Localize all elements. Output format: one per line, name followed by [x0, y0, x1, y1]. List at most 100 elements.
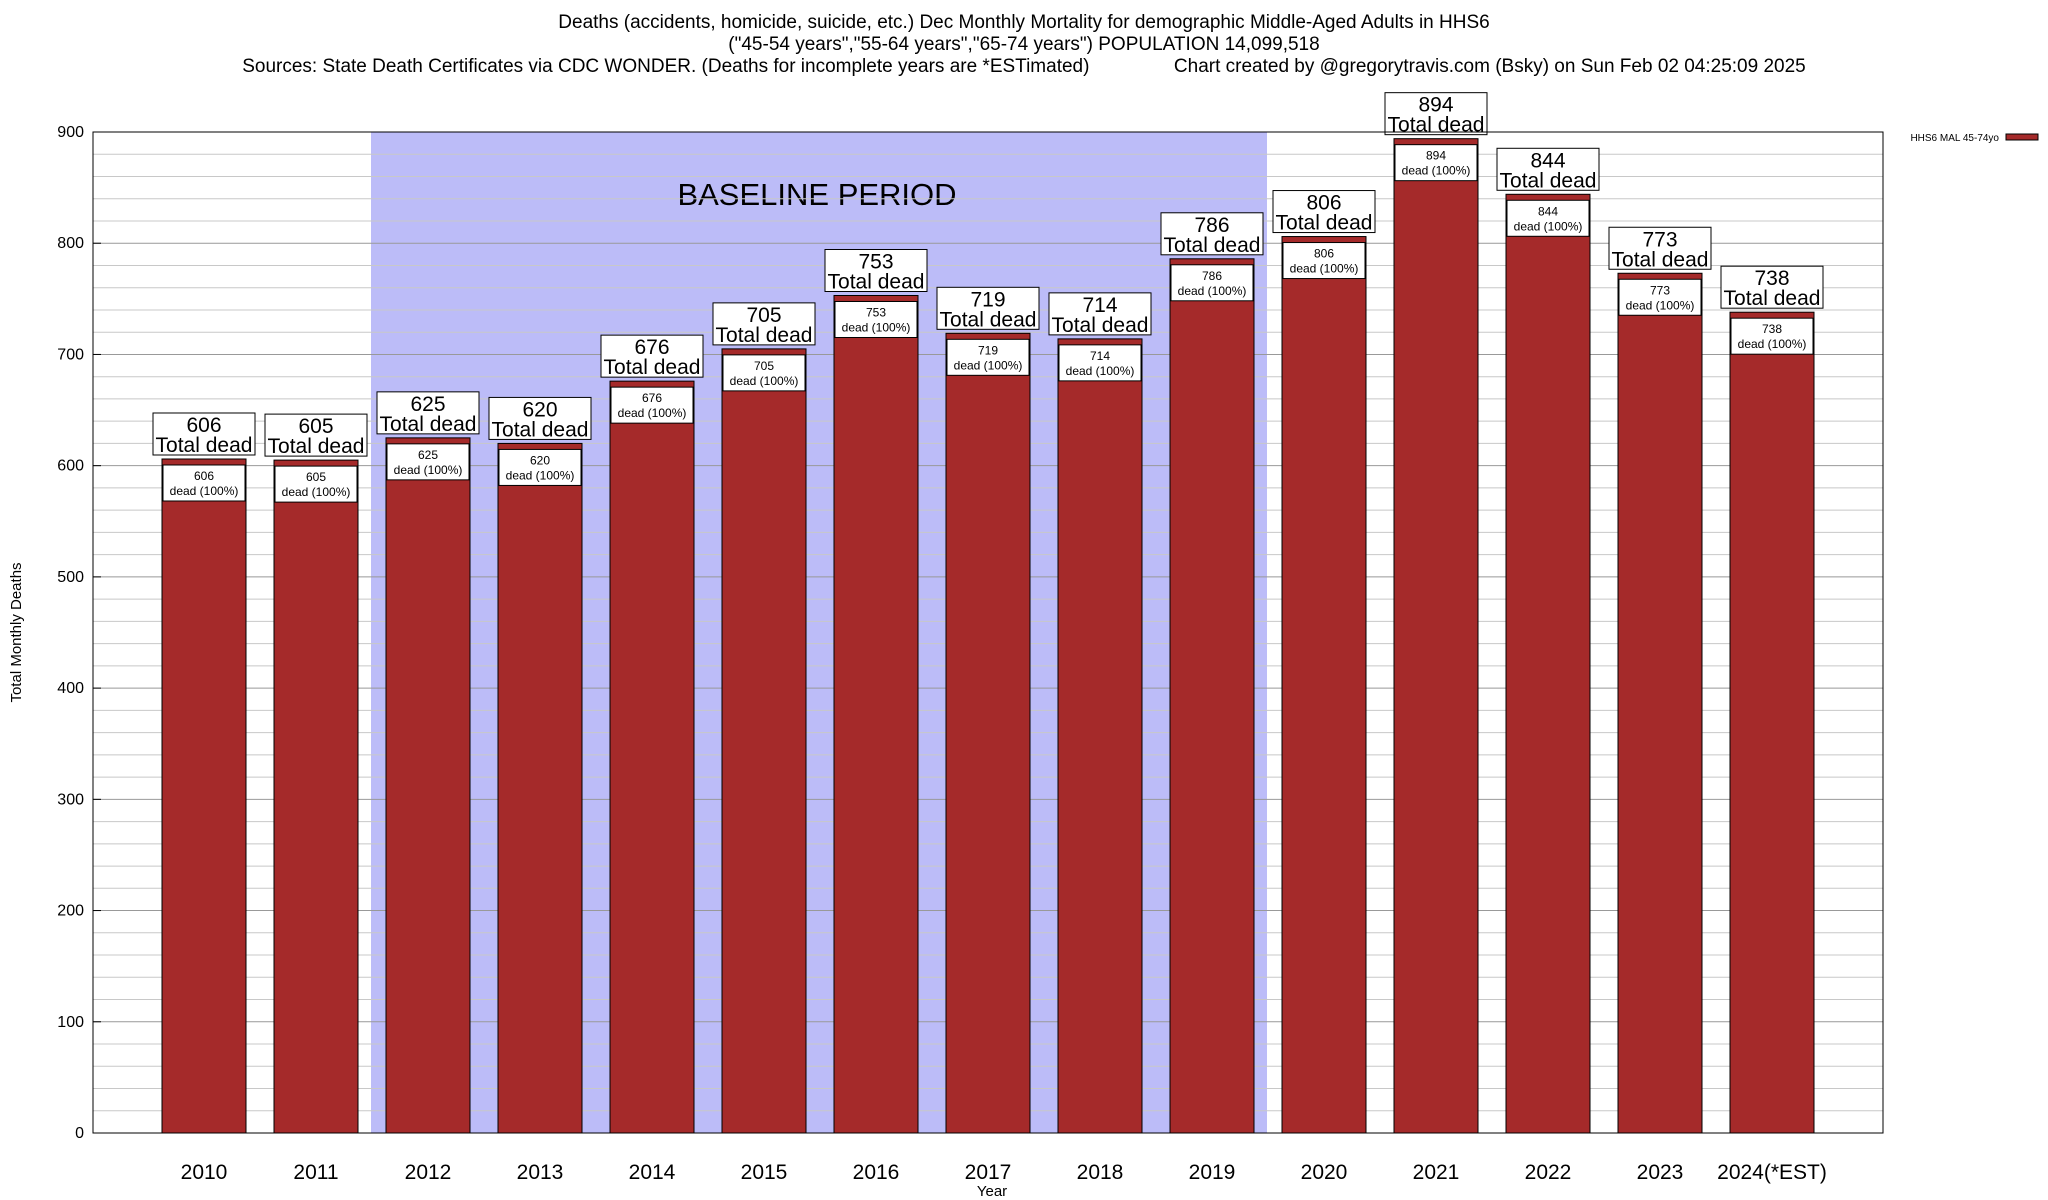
x-tick-label: 2017 [965, 1161, 1012, 1184]
total-label-box [152, 412, 256, 456]
total-value-label: 738 [1754, 267, 1789, 290]
y-tick-label: 300 [57, 791, 84, 808]
x-tick-label: 2011 [293, 1161, 338, 1184]
total-value-label: 806 [1306, 192, 1341, 215]
segment-value-label: 738 [1762, 322, 1782, 336]
segment-label-box [722, 354, 806, 392]
segment-percent-label: dead (100%) [282, 485, 351, 499]
total-value-label: 714 [1082, 294, 1117, 317]
bar [1057, 338, 1143, 1134]
legend-swatch [2005, 133, 2039, 141]
total-label-box [488, 396, 592, 440]
x-tick-label: 2020 [1301, 1161, 1348, 1184]
total-label-box [712, 302, 816, 346]
bar [1393, 138, 1479, 1134]
segment-label-box [1170, 264, 1254, 302]
total-text-label: Total dead [1500, 169, 1597, 192]
y-tick-label: 0 [75, 1125, 84, 1142]
segment-label-box [834, 300, 918, 338]
total-value-label: 620 [522, 398, 557, 421]
x-tick-label: 2019 [1189, 1161, 1236, 1184]
segment-percent-label: dead (100%) [618, 406, 687, 420]
segment-value-label: 620 [530, 453, 550, 467]
y-tick-label: 400 [57, 680, 84, 697]
x-tick-label: 2010 [181, 1161, 228, 1184]
total-text-label: Total dead [268, 435, 365, 458]
total-text-label: Total dead [828, 270, 925, 293]
segment-label-box [1058, 344, 1142, 382]
y-tick-label: 500 [57, 569, 84, 586]
bar [721, 348, 807, 1134]
x-tick-label: 2021 [1413, 1161, 1460, 1184]
x-tick-label: 2018 [1077, 1161, 1124, 1184]
x-tick-label: 2024(*EST) [1717, 1161, 1827, 1184]
segment-value-label: 625 [418, 448, 438, 462]
legend: HHS6 MAL 45-74yo [1910, 133, 2039, 144]
segment-value-label: 606 [194, 469, 214, 483]
segment-percent-label: dead (100%) [506, 468, 575, 482]
x-tick-label: 2022 [1525, 1161, 1572, 1184]
segment-percent-label: dead (100%) [170, 484, 239, 498]
total-label-box [600, 334, 704, 378]
segment-label-box [1282, 242, 1366, 280]
y-tick-label: 900 [57, 124, 84, 141]
total-label-box [1160, 212, 1264, 256]
segment-value-label: 894 [1426, 149, 1446, 163]
segment-value-label: 605 [306, 470, 326, 484]
segment-value-label: 719 [978, 343, 998, 357]
segment-label-box [1506, 199, 1590, 237]
y-tick-label: 700 [57, 346, 84, 363]
plot-border [92, 131, 1884, 1134]
segment-value-label: 786 [1202, 269, 1222, 283]
segment-value-label: 753 [866, 305, 886, 319]
total-text-label: Total dead [1052, 314, 1149, 337]
x-tick-label: 2012 [405, 1161, 452, 1184]
bar [1729, 311, 1815, 1134]
bar [1505, 193, 1591, 1134]
x-tick-label: 2023 [1637, 1161, 1684, 1184]
segment-percent-label: dead (100%) [842, 320, 911, 334]
segment-percent-label: dead (100%) [1402, 164, 1471, 178]
total-value-label: 719 [970, 288, 1005, 311]
total-value-label: 606 [186, 414, 221, 437]
bar [945, 332, 1031, 1134]
segment-value-label: 806 [1314, 247, 1334, 261]
total-value-label: 844 [1530, 149, 1565, 172]
total-value-label: 786 [1194, 214, 1229, 237]
total-text-label: Total dead [604, 356, 701, 379]
total-value-label: 605 [298, 415, 333, 438]
y-tick-label: 600 [57, 458, 84, 475]
segment-label-box [1618, 278, 1702, 316]
segment-percent-label: dead (100%) [1178, 284, 1247, 298]
x-tick-label: 2016 [853, 1161, 900, 1184]
legend-label: HHS6 MAL 45-74yo [1910, 133, 1999, 144]
segment-value-label: 844 [1538, 204, 1558, 218]
x-tick-label: 2013 [517, 1161, 564, 1184]
bar [497, 442, 583, 1134]
total-label-box [1384, 92, 1488, 136]
bar [1617, 272, 1703, 1134]
total-label-box [1496, 147, 1600, 191]
total-label-box [824, 248, 928, 292]
x-tick-label: 2014 [629, 1161, 676, 1184]
segment-value-label: 705 [754, 359, 774, 373]
segment-label-box [1730, 317, 1814, 355]
segment-percent-label: dead (100%) [1290, 262, 1359, 276]
segment-value-label: 676 [642, 391, 662, 405]
total-value-label: 625 [410, 393, 445, 416]
y-tick-label: 100 [57, 1014, 84, 1031]
y-tick-label: 800 [57, 235, 84, 252]
segment-percent-label: dead (100%) [1514, 219, 1583, 233]
total-text-label: Total dead [156, 434, 253, 457]
total-value-label: 705 [746, 304, 781, 327]
